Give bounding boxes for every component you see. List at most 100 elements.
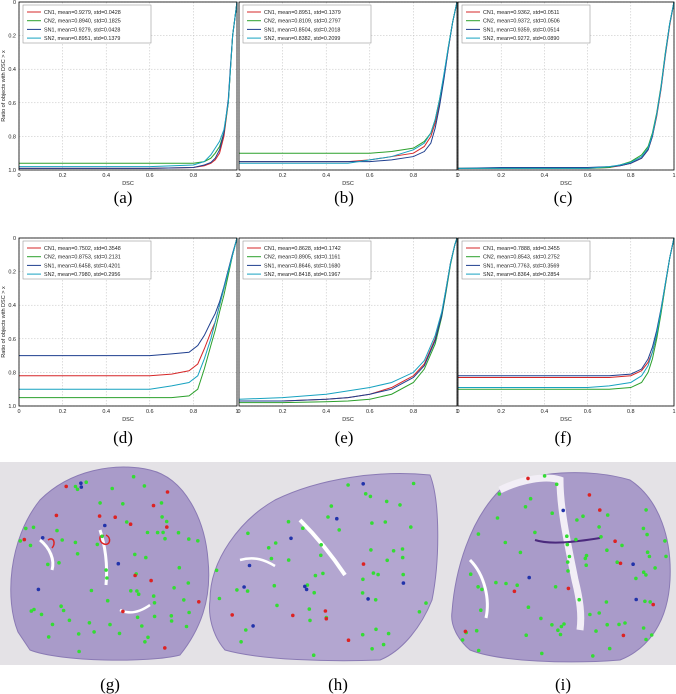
x-tick-label: 0.6 [366,173,374,179]
marker-dot-green [542,474,547,478]
marker-dot-green [57,561,61,565]
marker-dot-green [411,481,416,486]
marker-dot-red [587,493,592,497]
marker-dot-green [61,608,66,613]
marker-dot-green [391,549,396,553]
marker-dot-blue [247,563,252,568]
marker-dot-green [161,530,165,535]
marker-dot-green [398,503,402,507]
histology-image-h [209,473,439,662]
marker-dot-green [244,628,248,632]
legend-box [22,4,152,44]
y-tick-label: 0.6 [8,337,16,343]
legend-box [461,4,591,44]
marker-dot-green [575,518,579,522]
vessel-i-2 [468,558,489,619]
marker-dot-red [54,513,59,518]
marker-dot-green [567,554,572,559]
marker-dot-green [98,501,102,505]
chart-f: 0 0.2 0.4 0.6 0.8 1 DSC CN1, mean=0.7888, std=0… [456,237,676,423]
marker-dot-green [105,598,110,603]
marker-dot-green [73,540,78,545]
x-tick-label: 0 [237,173,240,179]
marker-dot-green [663,539,667,543]
chart-a: 0 0.2 0.4 0.6 0.8 1 DSC 0 0.2 0.4 0.6 0.8 1.0 Ratio o… [1,0,239,187]
marker-dot-red [323,609,328,613]
marker-dot-green [368,494,373,499]
marker-dot-green [273,541,278,545]
marker-dot-green [307,607,312,611]
marker-dot-green [105,576,109,580]
marker-dot-green [142,484,147,488]
marker-dot-green [400,547,405,551]
x-tick-label: 1 [235,409,238,415]
legend: CN1, mean=0.8951, std=0.1379 CN2, mean=0.… [242,4,372,44]
marker-dot-green [645,550,650,554]
marker-dot-green [133,552,137,557]
marker-dot-red [97,514,102,518]
y-axis-label: Ratio of objects with DSC > x [1,286,7,358]
axes-frame [238,1,458,171]
marker-dot-green [588,612,592,617]
legend-entry: CN1, mean=0.8951, std=0.1379 [264,10,341,16]
y-tick-label: 0.8 [8,134,16,140]
x-tick-label: 0.2 [279,409,287,415]
axes-frame [457,237,675,407]
marker-dot-green [553,585,558,589]
x-tick-label: 0.6 [146,409,154,415]
x-tick-label: 0.4 [102,173,110,179]
marker-dot-red [197,600,201,604]
caption-g: (g) [100,675,120,694]
marker-dot-green [184,624,189,629]
marker-dot-green [272,583,277,588]
marker-dot-red [566,586,571,591]
marker-dot-green [591,654,595,658]
marker-dot-green [361,577,365,582]
marker-dot-green [648,600,652,604]
marker-dot-green [647,554,652,559]
marker-dot-green [581,514,585,518]
marker-dot-green [641,526,646,531]
x-axis-label: DSC [342,181,354,187]
marker-dot-green [135,615,140,620]
legend: CN1, mean=0.9362, std=0.0511 CN2, mean=0.… [461,4,591,44]
marker-dot-blue [116,561,121,566]
series-line-sn2 [19,237,238,390]
marker-dot-green [644,508,648,512]
marker-dot-red [324,616,329,621]
legend-entry: SN1, mean=0.9359, std=0.0514 [483,27,559,33]
marker-dot-green [76,632,81,636]
marker-dot-green [400,555,405,560]
axes-frame [238,237,458,407]
marker-dot-green [110,486,114,491]
marker-dot-blue [631,562,635,566]
marker-dot-green [565,542,570,547]
legend-entry: CN2, mean=0.8753, std=0.2131 [44,255,121,261]
marker-dot-green [136,592,141,596]
y-tick-label: 0.4 [8,67,16,73]
marker-dot-red [651,602,655,607]
x-tick-label: 0.4 [541,409,549,415]
marker-dot-red [621,633,626,638]
marker-dot-green [494,580,498,585]
legend: CN1, mean=0.8628, std=0.1742 CN2, mean=0.… [242,240,372,280]
legend-entry: CN1, mean=0.9362, std=0.0511 [483,10,559,16]
marker-dot-green [312,590,317,595]
x-tick-label: 0 [17,173,20,179]
marker-dot-green [383,520,388,524]
marker-dot-red [165,525,169,529]
marker-dot-green [460,638,465,642]
vessel-i-dark [534,537,601,544]
marker-dot-green [29,609,34,613]
marker-dot-red [361,562,366,566]
marker-dot-green [664,554,668,559]
x-tick-label: 0.6 [366,409,374,415]
marker-dot-green [187,537,191,541]
marker-dot-green [319,553,323,558]
marker-dot-red [463,629,468,634]
histology-images [0,462,676,665]
legend-entry: CN1, mean=0.7888, std=0.3455 [483,246,560,252]
marker-dot-green [75,552,80,556]
marker-dot-green [373,598,378,602]
legend-entry: CN1, mean=0.9279, std=0.0428 [44,10,121,16]
